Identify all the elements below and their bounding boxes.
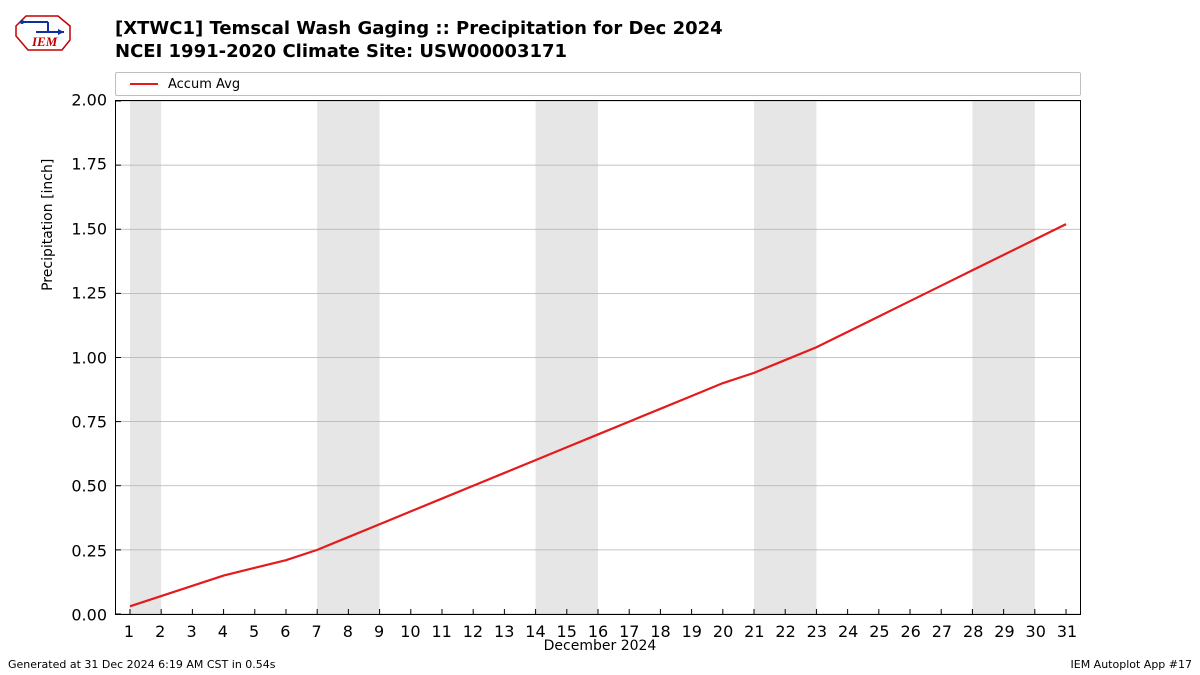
y-tick-label: 0.75: [67, 412, 107, 431]
legend-line-icon: [130, 83, 158, 85]
y-axis-label: Precipitation [inch]: [40, 159, 56, 291]
x-tick-label: 27: [932, 622, 952, 641]
x-tick-label: 4: [218, 622, 228, 641]
x-tick-label: 1: [124, 622, 134, 641]
x-tick-label: 29: [994, 622, 1014, 641]
x-tick-label: 5: [249, 622, 259, 641]
title-line-1: [XTWC1] Temscal Wash Gaging :: Precipita…: [115, 18, 723, 41]
y-tick-label: 0.50: [67, 477, 107, 496]
y-tick-label: 1.00: [67, 348, 107, 367]
footer-generated: Generated at 31 Dec 2024 6:19 AM CST in …: [8, 658, 276, 671]
x-tick-label: 26: [900, 622, 920, 641]
x-tick-label: 9: [374, 622, 384, 641]
x-tick-label: 24: [838, 622, 858, 641]
y-tick-label: 0.25: [67, 541, 107, 560]
y-tick-label: 0.00: [67, 606, 107, 625]
x-tick-label: 22: [775, 622, 795, 641]
x-tick-label: 23: [807, 622, 827, 641]
y-axis-ticks: 0.000.250.500.751.001.251.501.752.00: [65, 100, 115, 615]
x-tick-label: 3: [186, 622, 196, 641]
footer-app: IEM Autoplot App #17: [1071, 658, 1193, 671]
x-axis-ticks: 1234567891011121314151617181920212223242…: [115, 618, 1081, 638]
chart-svg: [116, 101, 1080, 614]
x-axis-label: December 2024: [544, 638, 657, 654]
chart-title: [XTWC1] Temscal Wash Gaging :: Precipita…: [115, 18, 723, 63]
x-tick-label: 6: [280, 622, 290, 641]
x-tick-label: 12: [463, 622, 483, 641]
x-tick-label: 11: [431, 622, 451, 641]
x-tick-label: 8: [343, 622, 353, 641]
chart-plot-area: [115, 100, 1081, 615]
x-tick-label: 10: [400, 622, 420, 641]
x-tick-label: 28: [963, 622, 983, 641]
x-tick-label: 7: [312, 622, 322, 641]
title-line-2: NCEI 1991-2020 Climate Site: USW00003171: [115, 41, 723, 64]
x-tick-label: 31: [1057, 622, 1077, 641]
svg-text:IEM: IEM: [31, 34, 58, 49]
x-tick-label: 21: [744, 622, 764, 641]
y-tick-label: 1.75: [67, 155, 107, 174]
x-tick-label: 25: [869, 622, 889, 641]
x-tick-label: 14: [525, 622, 545, 641]
x-tick-label: 13: [494, 622, 514, 641]
iem-logo-icon: IEM: [8, 8, 78, 58]
x-tick-label: 30: [1026, 622, 1046, 641]
x-tick-label: 19: [682, 622, 702, 641]
y-tick-label: 1.50: [67, 219, 107, 238]
x-tick-label: 20: [713, 622, 733, 641]
legend-label: Accum Avg: [168, 77, 240, 92]
y-tick-label: 2.00: [67, 91, 107, 110]
x-tick-label: 2: [155, 622, 165, 641]
y-tick-label: 1.25: [67, 284, 107, 303]
legend: Accum Avg: [115, 72, 1081, 96]
